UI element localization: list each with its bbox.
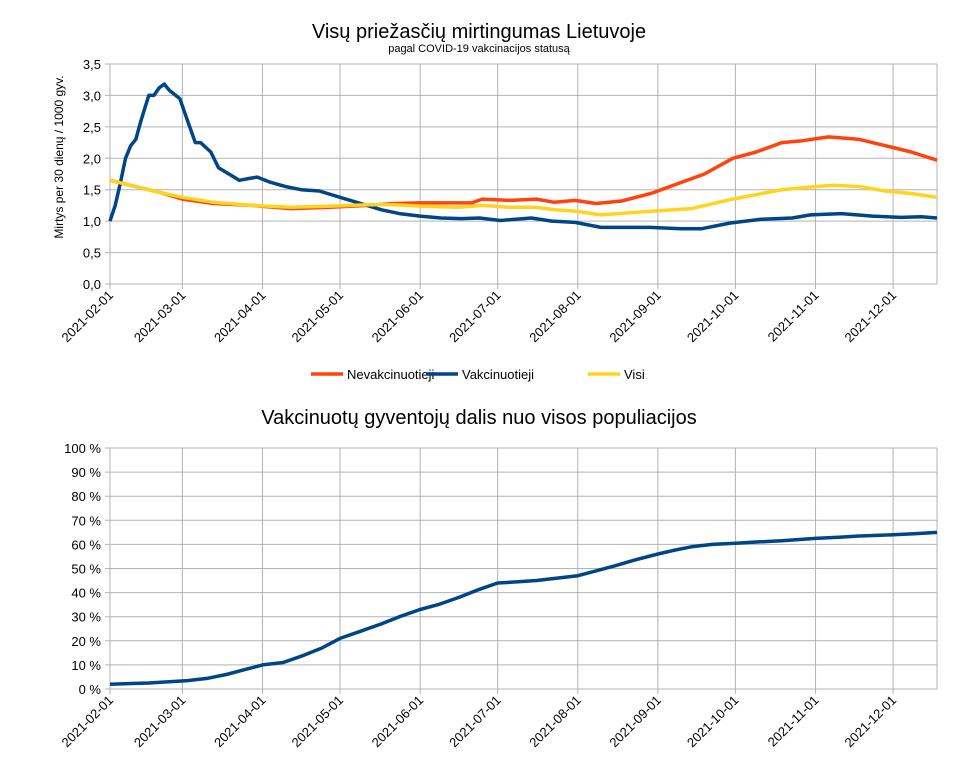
y-tick-label: 40 % [71, 586, 101, 601]
x-tick-label: 2021-08-01 [526, 693, 584, 751]
series-line-vakcinuota [109, 530, 938, 686]
legend: Nevakcinuotieji Vakcinuotieji Visi [311, 367, 645, 382]
y-tick-label: 1,0 [83, 214, 101, 229]
y-tick-label: 50 % [71, 562, 101, 577]
x-tick-label: 2021-08-01 [526, 288, 584, 346]
legend-label: Vakcinuotieji [462, 367, 534, 382]
grid: 0 % 10 % 20 % 30 % 40 % 50 % 60 % 70 % 80 % 90 % 1… [58, 441, 938, 751]
legend-label: Visi [624, 367, 645, 382]
y-tick-label: 10 % [71, 658, 101, 673]
x-tick-label: 2021-07-01 [446, 288, 504, 346]
chart-title: Vakcinuotų gyventojų dalis nuo visos pop… [261, 407, 696, 429]
vaccination-chart: Vakcinuotų gyventojų dalis nuo visos pop… [58, 407, 938, 751]
x-tick-label: 2021-06-01 [369, 288, 427, 346]
series-line-visi [109, 178, 938, 217]
y-tick-label: 20 % [71, 634, 101, 649]
y-tick-label: 30 % [71, 610, 101, 625]
y-tick-label: 60 % [71, 537, 101, 552]
x-tick-label: 2021-11-01 [765, 288, 822, 345]
y-axis-label: Mirtys per 30 dienų / 1000 gyv. [52, 75, 66, 238]
y-tick-label: 3,5 [83, 57, 101, 72]
legend-label: Nevakcinuotieji [347, 367, 435, 382]
x-tick-label: 2021-05-01 [289, 288, 347, 346]
x-tick-label: 2021-05-01 [289, 693, 347, 751]
x-tick-label: 2021-02-01 [58, 693, 116, 751]
y-tick-label: 3,0 [83, 88, 101, 103]
x-tick-label: 2021-11-01 [765, 693, 822, 750]
x-tick-label: 2021-09-01 [606, 693, 664, 751]
x-tick-label: 2021-03-01 [131, 693, 189, 751]
x-tick-label: 2021-06-01 [369, 693, 427, 751]
y-tick-label: 2,5 [83, 120, 101, 135]
x-tick-label: 2021-10-01 [684, 693, 742, 751]
y-tick-label: 70 % [71, 513, 101, 528]
y-tick-label: 0 % [79, 682, 102, 697]
y-tick-label: 80 % [71, 489, 101, 504]
y-tick-label: 1,5 [83, 183, 101, 198]
y-tick-label: 2,0 [83, 151, 101, 166]
x-tick-label: 2021-04-01 [211, 288, 269, 346]
y-tick-label: 0,0 [83, 277, 101, 292]
x-tick-label: 2021-09-01 [606, 288, 664, 346]
series-lines [109, 530, 938, 686]
x-tick-label: 2021-07-01 [446, 693, 504, 751]
x-tick-label: 2021-10-01 [684, 288, 742, 346]
y-tick-label: 90 % [71, 465, 101, 480]
series-line-vakcinuotieji [108, 82, 938, 231]
mortality-chart: Visų priežasčių mirtingumas Lietuvoje pa… [52, 21, 938, 382]
series-lines [108, 82, 938, 231]
x-tick-label: 2021-12-01 [842, 288, 900, 346]
x-tick-label: 2021-02-01 [58, 288, 116, 346]
y-tick-label: 100 % [64, 441, 101, 456]
chart-title: Visų priežasčių mirtingumas Lietuvoje [312, 21, 646, 43]
series-line-nevakcinuotieji [109, 135, 938, 211]
x-tick-label: 2021-04-01 [211, 693, 269, 751]
chart-subtitle: pagal COVID-19 vakcinacijos statusą [388, 43, 570, 55]
x-tick-label: 2021-12-01 [842, 693, 900, 751]
x-tick-label: 2021-03-01 [131, 288, 189, 346]
y-tick-label: 0,5 [83, 246, 101, 261]
